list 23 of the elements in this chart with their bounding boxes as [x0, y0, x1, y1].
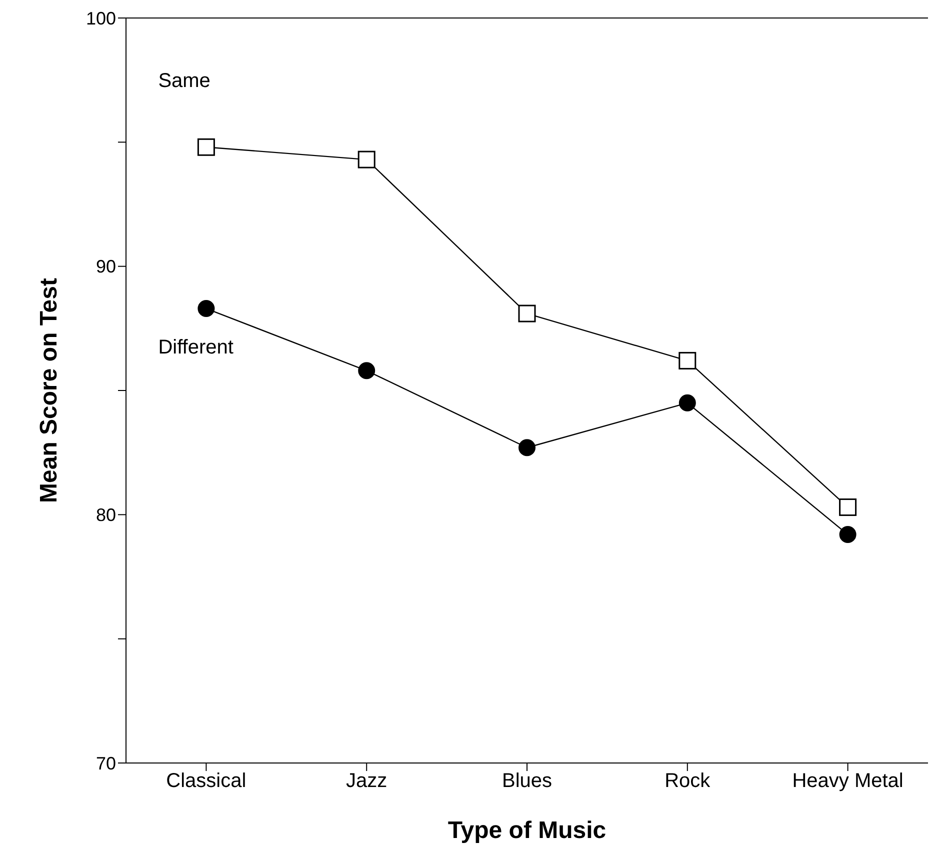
- point: [518, 439, 536, 456]
- y-axis-title: Mean Score on Test: [36, 278, 63, 503]
- y-tick-label: 90: [96, 256, 116, 277]
- y-tick-label: 80: [96, 505, 116, 526]
- y-tick-label: 100: [86, 8, 116, 28]
- point: [678, 394, 696, 412]
- text: Same: [158, 70, 210, 92]
- x-tick-label: Classical: [166, 770, 246, 792]
- x-tick-label: Jazz: [346, 770, 388, 792]
- point: [358, 150, 376, 168]
- point: [198, 300, 215, 318]
- series-label: Different: [158, 336, 234, 359]
- x-axis-title: Type of Music: [448, 817, 606, 844]
- point: [197, 138, 215, 156]
- point: [358, 362, 376, 380]
- x-tick-label: Blues: [502, 770, 552, 792]
- point: [839, 498, 857, 516]
- x-tick-label: Rock: [664, 770, 712, 792]
- point: [518, 304, 536, 322]
- point: [678, 352, 696, 370]
- y-tick-label: 70: [96, 753, 116, 774]
- x-tick-label: Heavy Metal: [792, 770, 904, 792]
- point: [839, 526, 856, 544]
